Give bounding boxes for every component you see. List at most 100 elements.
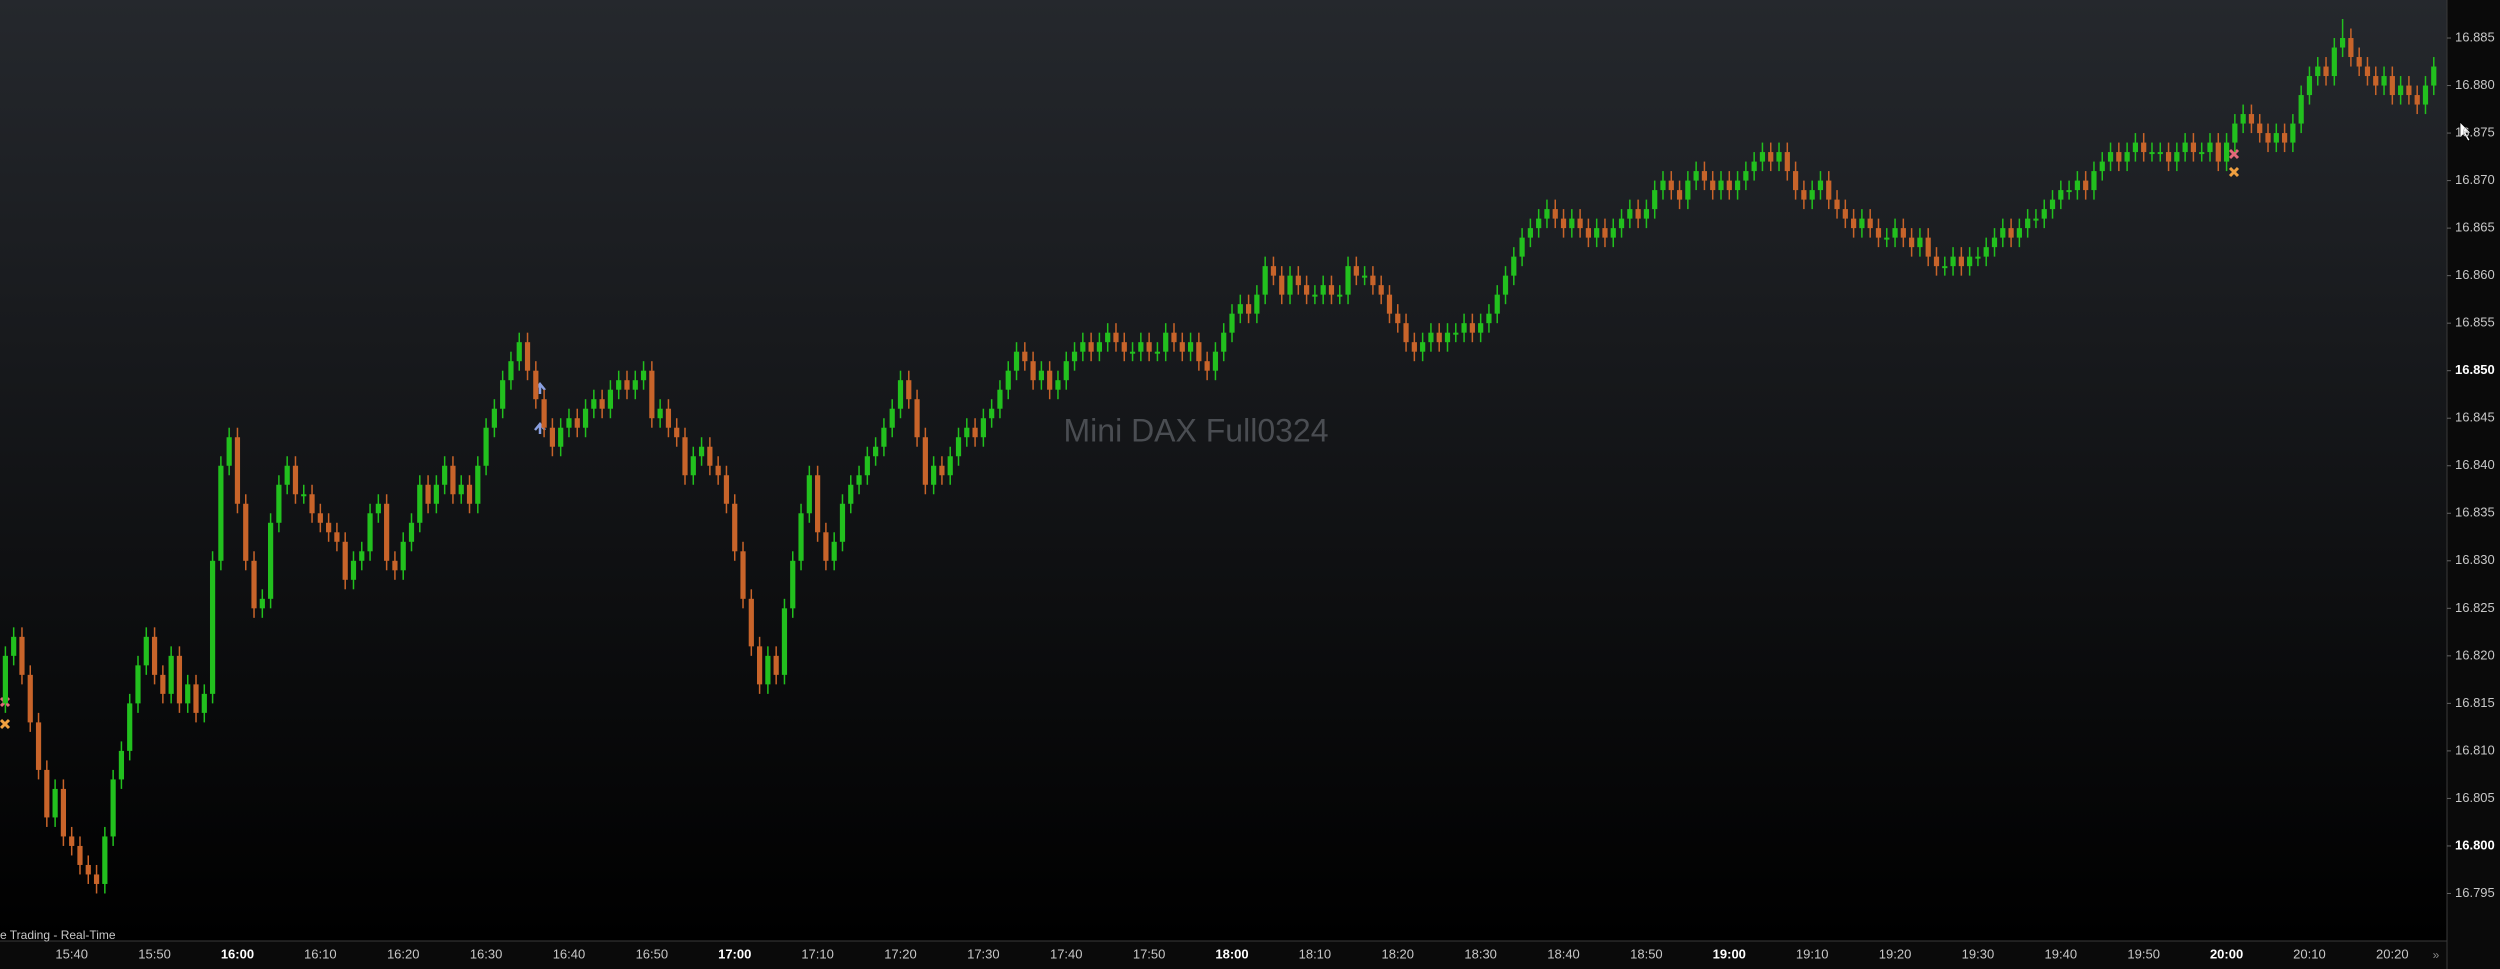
candle-body	[2356, 57, 2362, 67]
scroll-right-icon[interactable]: »	[2433, 948, 2440, 962]
candle-body	[715, 465, 721, 476]
x-tick-label: 17:40	[1050, 946, 1083, 961]
candle-body	[781, 608, 788, 675]
candle-body	[1594, 228, 1600, 238]
candle-body	[1337, 294, 1343, 297]
candle-body	[591, 399, 597, 409]
candle-body	[2323, 66, 2329, 77]
candle-body	[417, 484, 423, 523]
candle-body	[1585, 228, 1591, 238]
candle-body	[52, 788, 58, 818]
candle-body	[1138, 342, 1144, 352]
candle-body	[524, 342, 531, 371]
candle-body	[756, 646, 763, 685]
candle-body	[375, 503, 381, 514]
candle-body	[1196, 342, 1202, 362]
candle-body	[1353, 266, 1359, 276]
candle-body	[1842, 209, 1848, 219]
candle-body	[906, 380, 912, 400]
candle-body	[2389, 76, 2395, 96]
candle-body	[1569, 218, 1575, 229]
candle-body	[483, 427, 489, 466]
candle-body	[931, 465, 937, 485]
candle-body	[251, 560, 257, 609]
candle-body	[350, 560, 357, 580]
candle-body	[27, 674, 33, 723]
x-tick-label: 16:10	[304, 946, 337, 961]
candle-body	[2049, 199, 2056, 210]
candle-body	[599, 399, 605, 409]
candle-body	[2422, 85, 2429, 105]
candle-body	[1900, 228, 1906, 238]
candle-body	[1668, 180, 1674, 191]
y-tick-label: 16.805	[2455, 790, 2495, 805]
candle-body	[201, 693, 207, 713]
y-tick-label: 16.865	[2455, 220, 2495, 235]
trade-marker	[2228, 166, 2240, 178]
y-tick-label: 16.800	[2455, 837, 2495, 852]
candle-body	[1933, 256, 1940, 267]
candle-body	[326, 522, 332, 533]
y-tick-label: 16.815	[2455, 695, 2495, 710]
candle-body	[1312, 294, 1318, 297]
candle-body	[1071, 351, 1078, 362]
candle-body	[698, 446, 705, 457]
candle-body	[823, 532, 829, 561]
candle-body	[1478, 323, 1484, 333]
candle-body	[2190, 142, 2197, 153]
candle-body	[1030, 361, 1036, 381]
candle-body	[1768, 152, 1774, 162]
candle-body	[475, 465, 481, 504]
y-tick-label: 16.795	[2455, 885, 2495, 900]
candle-body	[309, 494, 315, 514]
x-tick-label: 18:40	[1547, 946, 1580, 961]
candle-body	[1826, 180, 1832, 200]
candle-body	[2232, 123, 2238, 143]
candle-body	[881, 427, 887, 447]
x-tick-label: 17:50	[1133, 946, 1166, 961]
candle-body	[2124, 152, 2130, 162]
candle-body	[1444, 332, 1451, 343]
candle-body	[458, 484, 464, 495]
candle-body	[1221, 332, 1227, 352]
candle-body	[35, 722, 42, 770]
candle-body	[1511, 256, 1517, 276]
candle-body	[2340, 38, 2346, 48]
candle-body	[1552, 209, 1558, 219]
candle-body	[268, 522, 274, 599]
candle-body	[491, 408, 497, 428]
candle-body	[2431, 66, 2437, 86]
candle-body	[342, 541, 348, 580]
candle-body	[1801, 190, 1807, 200]
candle-body	[2398, 85, 2404, 96]
candle-body	[2348, 38, 2354, 58]
candle-body	[2207, 142, 2213, 153]
candle-body	[500, 380, 506, 409]
x-tick-label: 18:30	[1464, 946, 1497, 961]
candle-body	[1204, 361, 1210, 371]
candle-body	[185, 684, 191, 704]
candle-body	[1635, 209, 1641, 219]
candle-body	[392, 560, 398, 571]
x-tick-label: 19:20	[1879, 946, 1912, 961]
candle-body	[1262, 266, 1268, 295]
candle-body	[1328, 285, 1335, 295]
candle-body	[1461, 323, 1467, 333]
candle-body	[1055, 380, 1061, 390]
candle-body	[972, 427, 978, 438]
candle-body	[1154, 351, 1161, 354]
candle-body	[19, 636, 25, 675]
candle-body	[160, 674, 166, 694]
candle-body	[127, 703, 133, 751]
x-tick-label: 19:50	[2127, 946, 2160, 961]
candle-body	[367, 513, 373, 552]
candle-body	[707, 446, 713, 466]
candle-body	[2157, 152, 2163, 155]
candle-body	[1129, 351, 1136, 354]
candle-body	[2265, 133, 2271, 143]
candle-body	[558, 427, 564, 447]
candle-body	[209, 560, 216, 694]
candle-body	[168, 655, 174, 694]
y-tick-label: 16.860	[2455, 267, 2495, 282]
